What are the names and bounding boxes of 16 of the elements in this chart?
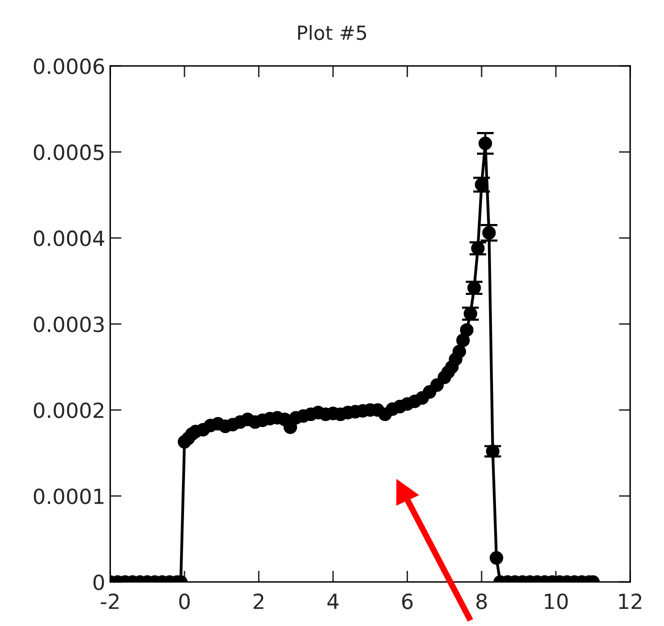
x-tick-label: -2 <box>100 593 119 609</box>
y-tick-label: 0.0003 <box>34 316 104 332</box>
y-tick-label: 0 <box>93 574 104 590</box>
x-tick-label: 10 <box>544 593 568 610</box>
x-tick-label: 4 <box>327 594 338 609</box>
x-tick-label: 8 <box>476 593 487 610</box>
y-tick-label: 0.0002 <box>34 402 104 418</box>
y-tick-label: 0.0004 <box>34 230 104 246</box>
chart-title: Plot #5 <box>298 25 366 40</box>
x-tick-label: 0 <box>179 593 190 610</box>
y-tick-label: 0.0001 <box>34 488 104 504</box>
x-tick-label: 2 <box>254 593 264 609</box>
x-tick-label: 12 <box>619 593 642 609</box>
y-tick-label: 0.0006 <box>34 58 104 74</box>
x-tick-label: 6 <box>402 593 413 610</box>
y-tick-label: 0.0005 <box>34 144 104 160</box>
